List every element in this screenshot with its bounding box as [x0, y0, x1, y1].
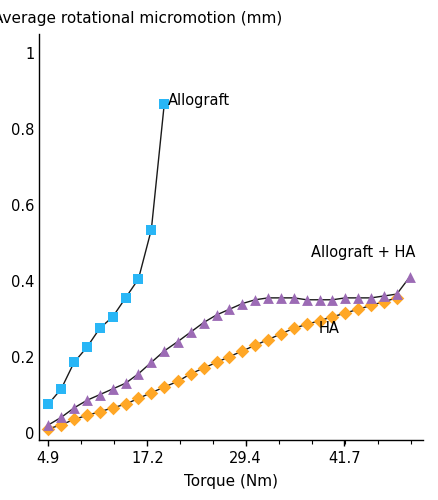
Point [277, 294, 284, 302]
Point [109, 313, 116, 321]
Point [251, 296, 258, 304]
Point [405, 273, 412, 281]
Text: Average rotational micromotion (mm): Average rotational micromotion (mm) [0, 11, 282, 26]
Point [392, 294, 399, 302]
Point [122, 294, 129, 302]
Point [45, 400, 52, 408]
Point [160, 383, 167, 391]
Point [226, 306, 233, 314]
Point [354, 306, 361, 314]
Point [57, 414, 64, 422]
Point [57, 385, 64, 393]
Text: Allograft: Allograft [168, 93, 230, 108]
Point [264, 294, 271, 302]
Point [160, 347, 167, 355]
Point [303, 296, 310, 304]
Point [109, 404, 116, 412]
Point [96, 390, 103, 398]
Point [45, 425, 52, 433]
Point [134, 394, 141, 402]
Point [174, 378, 181, 386]
Point [174, 338, 181, 345]
Point [238, 300, 245, 308]
Point [367, 302, 374, 310]
Point [328, 313, 335, 321]
Text: HA: HA [318, 320, 339, 336]
Point [45, 421, 52, 429]
Point [367, 294, 374, 302]
Point [71, 358, 78, 366]
Point [277, 330, 284, 338]
Point [148, 388, 155, 396]
Point [148, 226, 155, 234]
Point [212, 358, 219, 366]
X-axis label: Torque (Nm): Torque (Nm) [184, 474, 278, 489]
Point [96, 408, 103, 416]
Point [226, 352, 233, 360]
Point [264, 336, 271, 344]
Point [83, 343, 90, 351]
Point [392, 290, 399, 298]
Point [109, 385, 116, 393]
Point [187, 370, 194, 378]
Point [315, 296, 322, 304]
Point [341, 294, 348, 302]
Point [122, 379, 129, 387]
Point [134, 370, 141, 378]
Point [380, 298, 387, 306]
Point [134, 275, 141, 283]
Point [290, 294, 297, 302]
Point [187, 328, 194, 336]
Point [354, 294, 361, 302]
Text: Allograft + HA: Allograft + HA [310, 245, 414, 260]
Point [148, 358, 155, 366]
Point [83, 396, 90, 404]
Point [341, 309, 348, 317]
Point [71, 416, 78, 424]
Point [303, 320, 310, 328]
Point [238, 347, 245, 355]
Point [212, 311, 219, 319]
Point [122, 400, 129, 408]
Point [315, 316, 322, 324]
Point [380, 292, 387, 300]
Point [328, 296, 335, 304]
Point [251, 342, 258, 349]
Point [83, 412, 90, 420]
Point [160, 100, 167, 108]
Point [57, 421, 64, 429]
Point [290, 324, 297, 332]
Point [200, 364, 207, 372]
Point [71, 404, 78, 412]
Point [200, 318, 207, 326]
Point [96, 324, 103, 332]
